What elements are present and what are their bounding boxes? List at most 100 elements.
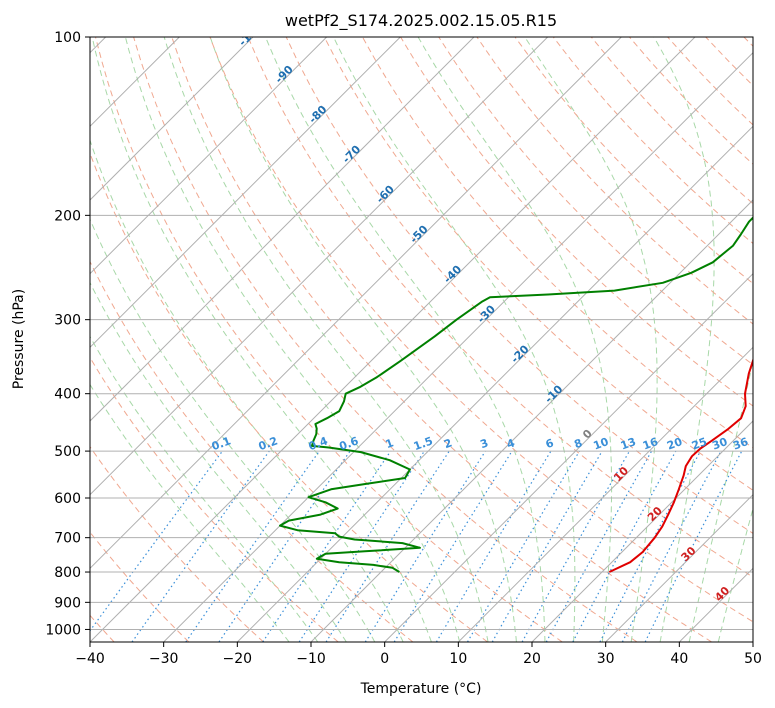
isotherm-line [90, 37, 401, 349]
dry-adiabat [247, 37, 753, 578]
mixing-ratio-label: 16 [641, 435, 660, 453]
isotherm-line [90, 37, 475, 422]
mixing-ratio-label: 30 [710, 435, 729, 453]
isotherm-line [90, 37, 696, 642]
dry-adiabat [95, 37, 563, 642]
isotherm-line [90, 37, 328, 275]
moist-adiabat [265, 37, 546, 642]
x-tick-label: 10 [449, 651, 467, 667]
mixing-ratio-line [435, 450, 552, 642]
mixing-ratio-label: 4 [505, 436, 517, 451]
dry-adiabat [209, 37, 753, 623]
x-axis-label: Temperature (°C) [360, 681, 482, 697]
isotherm-line [90, 37, 549, 496]
moist-adiabat [524, 37, 658, 642]
mixing-ratio-label: 13 [619, 435, 638, 452]
dewpoint-profile-line [279, 216, 753, 573]
isotherm-line [531, 420, 753, 642]
isotherm-line [90, 37, 254, 201]
y-tick-label: 900 [54, 595, 81, 611]
moist-adiabat [124, 37, 461, 642]
x-tick-label: 30 [597, 651, 615, 667]
y-tick-label: 200 [54, 208, 81, 224]
mixing-ratio-label: 6 [544, 436, 556, 451]
mixing-ratio-line [364, 450, 486, 642]
mixing-ratio-label: 3 [478, 436, 490, 451]
mixing-ratio-label: 25 [690, 435, 709, 452]
x-tick-label: −30 [149, 651, 179, 667]
dry-adiabat [476, 37, 753, 325]
dry-adiabat [323, 37, 753, 491]
y-tick-label: 300 [54, 313, 81, 329]
moist-adiabat [90, 138, 404, 642]
isotherm-line [163, 51, 753, 642]
x-tick-label: −40 [75, 651, 105, 667]
isotherm-line [384, 272, 753, 642]
x-tick-label: 20 [523, 651, 541, 667]
moist-adiabat [90, 383, 290, 642]
mixing-ratio-label: 2 [442, 436, 454, 451]
isotherm-line [310, 199, 753, 642]
dry-adiabat [90, 260, 414, 642]
x-tick-label: 0 [380, 651, 389, 667]
mixing-ratio-line [466, 450, 580, 642]
y-axis-label: Pressure (hPa) [11, 289, 27, 389]
mixing-ratio-line [185, 450, 320, 642]
moist-adiabat [653, 37, 715, 642]
y-tick-label: 500 [54, 444, 81, 460]
x-tick-label: −10 [296, 651, 326, 667]
y-tick-label: 700 [54, 531, 81, 547]
x-tick-label: 40 [670, 651, 688, 667]
isotherm-label: -100 [236, 20, 265, 49]
mixing-ratio-line [572, 450, 677, 642]
grid-lines [90, 37, 753, 630]
isotherm-line [90, 37, 622, 570]
mixing-ratio-label: 0.1 [210, 434, 233, 453]
mixing-ratio-line [298, 450, 425, 642]
isotherm-line [605, 493, 753, 642]
skewed-isotherms [90, 37, 753, 642]
moist-adiabat [688, 358, 753, 642]
x-tick-label: −20 [223, 651, 253, 667]
mixing-ratio-label: 1.5 [412, 434, 435, 453]
mixing-ratio-label: 1 [384, 436, 396, 451]
isotherm-line [236, 125, 753, 642]
mixing-ratio-label: 0.2 [257, 434, 280, 453]
mixing-ratio-line [262, 450, 392, 642]
x-axis-ticks: −40 −30 −20 −10 0 10 20 30 40 50 [75, 642, 762, 667]
y-tick-label: 600 [54, 491, 81, 507]
y-tick-label: 400 [54, 387, 81, 403]
series-lines [279, 216, 753, 573]
mixing-ratio-label: 36 [731, 435, 750, 453]
plot-frame [89, 36, 754, 643]
dry-adiabat [90, 445, 264, 642]
moist-adiabat [209, 37, 517, 642]
moist-adiabat [717, 506, 753, 642]
dry-adiabat [285, 37, 753, 535]
mixing-ratio-label: 8 [572, 436, 584, 451]
y-tick-label: 1000 [45, 622, 81, 638]
moist-adiabat [90, 281, 347, 642]
dry-adiabat [171, 37, 712, 642]
x-tick-label: 50 [744, 651, 762, 667]
moist-adiabat [91, 37, 432, 642]
mixing-ratio-label: 20 [665, 435, 684, 453]
mixing-ratio-label: 0.6 [338, 434, 361, 453]
mixing-ratio-line [325, 450, 450, 642]
moist-adiabat [90, 335, 319, 642]
dry-adiabat [133, 37, 638, 642]
moist-adiabat [417, 37, 613, 642]
y-tick-label: 800 [54, 565, 81, 581]
isotherm-line [457, 346, 753, 642]
plot-area: 0.10.20.40.611.52346810131620253036-100-… [90, 20, 753, 642]
dry-adiabat [514, 37, 753, 285]
mixing-ratio-line [218, 450, 351, 642]
y-tick-label: 100 [54, 30, 81, 46]
mixing-ratio-label: 10 [592, 435, 611, 453]
temperature-profile-line [608, 357, 753, 573]
y-axis-ticks: 100 200 300 400 500 600 700 800 900 1000 [45, 30, 90, 638]
moist-adiabat [90, 218, 376, 642]
chart-title: wetPf2_S174.2025.002.15.05.R15 [285, 11, 557, 31]
